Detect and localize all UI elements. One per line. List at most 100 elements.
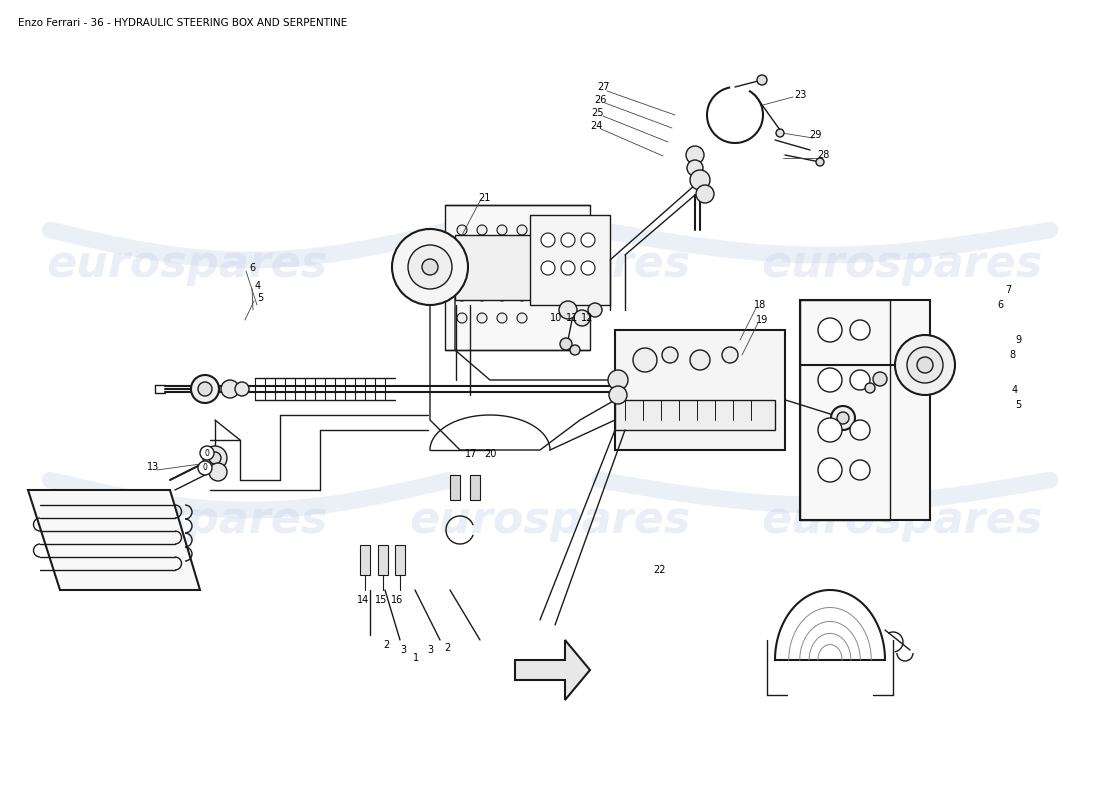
Circle shape [818,368,842,392]
Bar [446,205,590,350]
Circle shape [456,291,468,301]
Circle shape [865,383,874,393]
Text: Enzo Ferrari - 36 - HYDRAULIC STEERING BOX AND SERPENTINE: Enzo Ferrari - 36 - HYDRAULIC STEERING B… [18,18,348,28]
Text: 10: 10 [550,313,562,323]
Bar [615,400,776,430]
Text: 6: 6 [997,300,1003,310]
Circle shape [204,446,227,470]
Text: 28: 28 [817,150,829,160]
Text: 5: 5 [257,293,263,303]
Circle shape [850,320,870,340]
Text: 6: 6 [249,263,255,273]
Circle shape [776,129,784,137]
Bar [615,330,785,450]
Circle shape [517,225,527,235]
Text: eurospares: eurospares [761,498,1043,542]
Text: eurospares: eurospares [761,242,1043,286]
Text: eurospares: eurospares [46,242,328,286]
Circle shape [686,146,704,164]
Circle shape [191,375,219,403]
Circle shape [541,261,556,275]
Circle shape [456,225,468,235]
Circle shape [517,291,527,301]
Circle shape [588,303,602,317]
Text: 29: 29 [808,130,822,140]
Text: 26: 26 [594,95,606,105]
Circle shape [581,261,595,275]
Circle shape [456,269,468,279]
Circle shape [497,247,507,257]
Text: 2: 2 [444,643,450,653]
Text: 12: 12 [581,313,593,323]
Circle shape [200,446,214,460]
Circle shape [873,372,887,386]
Text: eurospares: eurospares [409,498,691,542]
Circle shape [541,233,556,247]
Circle shape [757,75,767,85]
Text: 1: 1 [412,653,419,663]
Circle shape [477,225,487,235]
Text: 11: 11 [565,313,579,323]
Text: 23: 23 [794,90,806,100]
Circle shape [690,350,710,370]
Circle shape [818,418,842,442]
Circle shape [422,259,438,275]
Text: 7: 7 [1005,285,1011,295]
Bar [470,475,480,500]
Text: 21: 21 [477,193,491,203]
Circle shape [690,170,710,190]
Text: 16: 16 [390,595,403,605]
Circle shape [722,347,738,363]
Circle shape [917,357,933,373]
Text: 22: 22 [653,565,667,575]
Text: 4: 4 [255,281,261,291]
Circle shape [198,461,212,475]
Text: 20: 20 [484,449,496,459]
Circle shape [477,313,487,323]
Circle shape [570,345,580,355]
Text: 15: 15 [375,595,387,605]
Text: 25: 25 [592,108,604,118]
Bar [530,215,610,305]
Circle shape [816,158,824,166]
Text: 13: 13 [147,462,160,472]
Circle shape [581,233,595,247]
Circle shape [609,386,627,404]
Bar [800,300,929,520]
Circle shape [497,313,507,323]
Circle shape [632,348,657,372]
Circle shape [235,382,249,396]
Circle shape [559,301,578,319]
Circle shape [209,463,227,481]
Circle shape [497,291,507,301]
Circle shape [209,452,221,464]
Circle shape [895,335,955,395]
Circle shape [818,458,842,482]
Text: 24: 24 [590,121,602,131]
Text: 14: 14 [356,595,370,605]
Bar [455,235,544,300]
Circle shape [408,245,452,289]
Text: 27: 27 [596,82,609,92]
Circle shape [221,380,239,398]
Circle shape [477,247,487,257]
Circle shape [561,261,575,275]
Circle shape [850,460,870,480]
Bar [395,545,405,575]
Bar [360,545,370,575]
Text: 0: 0 [202,463,208,473]
Text: 19: 19 [756,315,768,325]
Bar [800,300,890,520]
Text: eurospares: eurospares [46,498,328,542]
Text: 8: 8 [1009,350,1015,360]
Circle shape [574,310,590,326]
Circle shape [830,406,855,430]
Circle shape [477,291,487,301]
Polygon shape [28,490,200,590]
Circle shape [662,347,678,363]
Bar [378,545,388,575]
Text: 0: 0 [205,449,209,458]
Circle shape [517,313,527,323]
Circle shape [517,269,527,279]
Text: 9: 9 [1015,335,1021,345]
